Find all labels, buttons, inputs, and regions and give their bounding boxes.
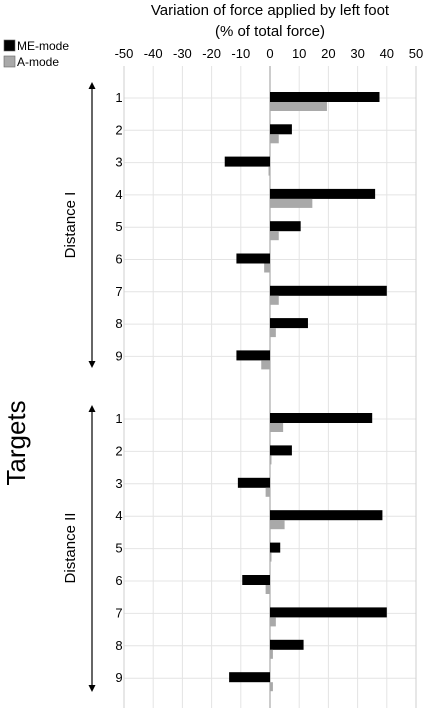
bar-me-mode xyxy=(270,188,376,199)
bar-me-mode xyxy=(242,575,270,585)
group-brackets: Distance I Distance II xyxy=(62,82,96,692)
x-tick-label: -40 xyxy=(144,46,163,61)
x-tick-label: 30 xyxy=(350,46,364,61)
legend-label: A-mode xyxy=(17,55,59,69)
x-tick-label: 40 xyxy=(380,46,394,61)
bar-me-mode xyxy=(236,350,270,361)
bar-a-mode xyxy=(270,423,284,432)
chart-subtitle: (% of total force) xyxy=(215,23,325,40)
y-tick-label: 7 xyxy=(115,284,122,299)
bar-a-mode xyxy=(265,585,270,594)
y-tick-label: 6 xyxy=(115,573,122,588)
bar-me-mode xyxy=(270,542,281,553)
bar-me-mode xyxy=(270,413,373,423)
legend-label: ME-mode xyxy=(17,39,69,53)
bars xyxy=(224,92,387,692)
y-tick-labels: 1 2 3 4 5 6 7 8 9 1 2 3 4 5 6 7 8 9 xyxy=(115,90,122,685)
y-tick-label: 3 xyxy=(115,155,122,170)
y-axis-label: Targets xyxy=(1,400,31,485)
y-tick-label: 4 xyxy=(115,508,122,523)
bar-a-mode xyxy=(265,487,270,497)
bar-me-mode xyxy=(270,607,387,618)
bar-a-mode xyxy=(270,455,272,465)
bar-a-mode xyxy=(270,617,276,627)
y-tick-label: 8 xyxy=(115,316,122,331)
y-tick-label: 5 xyxy=(115,219,122,234)
bar-a-mode xyxy=(268,166,270,176)
x-tick-label: -30 xyxy=(173,46,192,61)
bracket-arrowhead-down xyxy=(88,685,96,692)
y-tick-label: 2 xyxy=(115,122,122,137)
bar-me-mode xyxy=(270,510,383,521)
y-tick-label: 6 xyxy=(115,252,122,267)
group-label: Distance I xyxy=(62,192,79,259)
bar-me-mode xyxy=(270,318,308,329)
bar-me-mode xyxy=(270,221,301,232)
y-tick-label: 8 xyxy=(115,638,122,653)
bar-a-mode xyxy=(264,263,270,273)
x-tick-label: 50 xyxy=(409,46,423,61)
x-tick-label: -20 xyxy=(202,46,221,61)
x-tick-label: 10 xyxy=(292,46,306,61)
legend-swatch xyxy=(3,39,16,52)
y-tick-label: 9 xyxy=(115,348,122,363)
x-tick-label: -10 xyxy=(231,46,250,61)
y-tick-label: 7 xyxy=(115,605,122,620)
bar-me-mode xyxy=(270,639,304,650)
bracket-arrowhead-up xyxy=(88,82,96,89)
y-tick-label: 4 xyxy=(115,187,122,202)
bracket-arrowhead-up xyxy=(88,405,96,412)
bar-a-mode xyxy=(270,102,327,111)
legend-swatch xyxy=(3,55,16,68)
x-tick-labels: -50 -40 -30 -20 -10 0 10 20 30 40 50 xyxy=(115,46,424,61)
y-tick-label: 2 xyxy=(115,443,122,458)
bar-a-mode xyxy=(270,295,279,305)
bar-me-mode xyxy=(270,92,380,102)
bar-me-mode xyxy=(270,445,292,456)
bar-me-mode xyxy=(270,124,292,135)
bar-me-mode xyxy=(236,253,270,264)
bracket-arrowhead-down xyxy=(88,361,96,368)
bar-a-mode xyxy=(270,520,285,530)
y-tick-label: 3 xyxy=(115,476,122,491)
bar-me-mode xyxy=(224,156,270,167)
y-tick-label: 5 xyxy=(115,541,122,556)
chart-title: Variation of force applied by left foot xyxy=(151,2,390,19)
bar-me-mode xyxy=(229,672,270,683)
group-label: Distance II xyxy=(62,513,79,584)
bar-a-mode xyxy=(270,649,273,659)
x-tick-label: 20 xyxy=(321,46,335,61)
bar-me-mode xyxy=(237,477,270,488)
bar-a-mode xyxy=(270,328,276,338)
bar-a-mode xyxy=(261,360,270,370)
y-tick-label: 1 xyxy=(115,411,122,426)
y-tick-label: 1 xyxy=(115,90,122,105)
x-tick-label: -50 xyxy=(115,46,134,61)
y-tick-label: 9 xyxy=(115,670,122,685)
bar-a-mode xyxy=(270,552,272,562)
legend: ME-mode A-mode xyxy=(3,39,69,69)
bar-a-mode xyxy=(270,198,313,208)
x-tick-label: 0 xyxy=(266,46,273,61)
bar-me-mode xyxy=(270,285,387,296)
bar-a-mode xyxy=(270,134,279,144)
bar-a-mode xyxy=(270,231,279,241)
bar-a-mode xyxy=(270,682,273,692)
